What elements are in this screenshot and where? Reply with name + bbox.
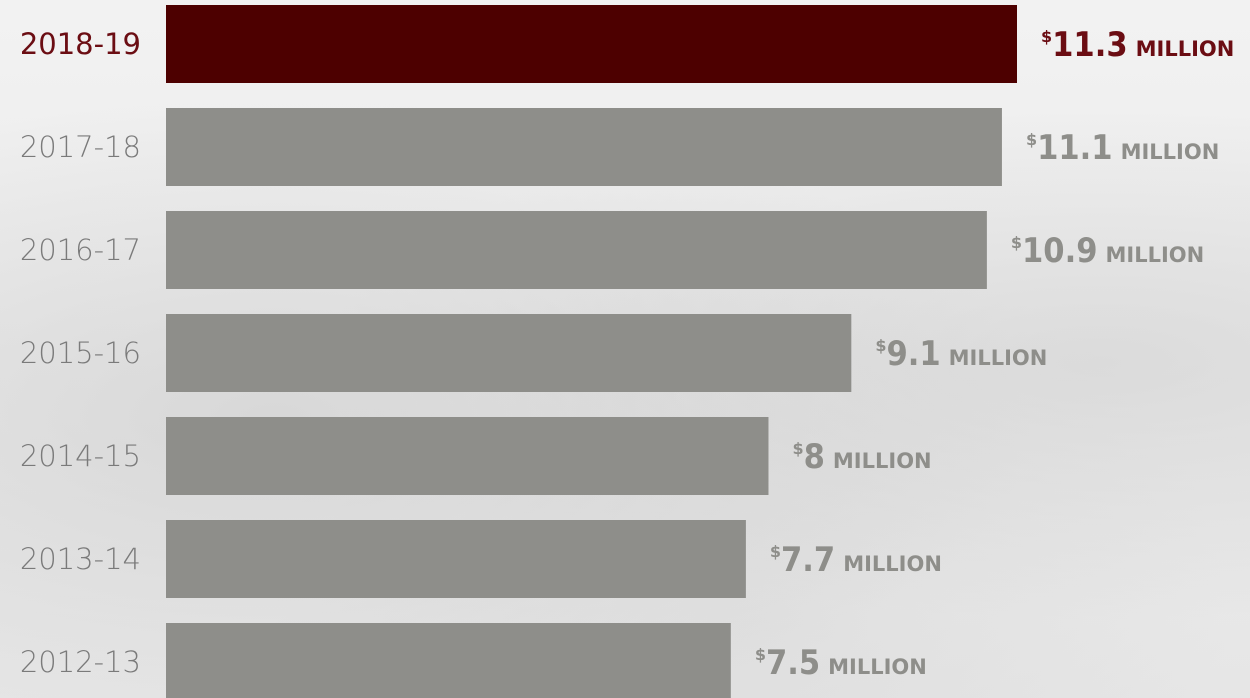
currency-symbol: $	[792, 439, 803, 458]
value-label: $7.7 MILLION	[770, 540, 942, 580]
bar-row: 2014-15 $8 MILLION	[20, 417, 932, 495]
bar	[166, 520, 746, 598]
value-unit: MILLION	[1121, 140, 1220, 164]
value-number: 7.7	[781, 540, 835, 580]
value-label: $9.1 MILLION	[875, 334, 1047, 374]
bar-row: 2016-17 $10.9 MILLION	[20, 211, 1204, 289]
bar	[166, 623, 731, 698]
bar-row: 2017-18 $11.1 MILLION	[20, 108, 1219, 186]
value-unit: MILLION	[833, 449, 932, 473]
year-label: 2016-17	[20, 233, 141, 267]
year-label: 2012-13	[20, 645, 141, 679]
bar	[166, 314, 852, 392]
value-number: 9.1	[886, 334, 940, 374]
bar	[166, 417, 769, 495]
value-unit: MILLION	[1136, 37, 1235, 61]
bar	[166, 5, 1017, 83]
year-label: 2018-19	[20, 27, 141, 61]
value-label: $11.3 MILLION	[1041, 25, 1234, 65]
bar	[166, 108, 1002, 186]
year-label: 2014-15	[20, 439, 141, 473]
value-label: $11.1 MILLION	[1026, 128, 1219, 168]
value-number: 11.3	[1052, 25, 1127, 65]
year-label: 2013-14	[20, 542, 141, 576]
value-label: $8 MILLION	[792, 437, 931, 477]
value-unit: MILLION	[843, 552, 942, 576]
value-label: $7.5 MILLION	[755, 643, 927, 683]
value-label: $10.9 MILLION	[1011, 231, 1204, 271]
currency-symbol: $	[875, 336, 886, 355]
value-number: 11.1	[1037, 128, 1112, 168]
bar-row: 2012-13 $7.5 MILLION	[20, 623, 927, 698]
value-number: 7.5	[766, 643, 820, 683]
year-label: 2017-18	[20, 130, 141, 164]
value-number: 10.9	[1022, 231, 1097, 271]
value-unit: MILLION	[1106, 243, 1205, 267]
value-unit: MILLION	[949, 346, 1048, 370]
value-unit: MILLION	[828, 655, 927, 679]
currency-symbol: $	[1026, 130, 1037, 149]
currency-symbol: $	[770, 542, 781, 561]
currency-symbol: $	[1041, 27, 1052, 46]
bar-row: 2018-19 $11.3 MILLION	[20, 5, 1234, 83]
bar-row: 2013-14 $7.7 MILLION	[20, 520, 942, 598]
bar	[166, 211, 987, 289]
value-number: 8	[804, 437, 825, 477]
year-label: 2015-16	[20, 336, 141, 370]
currency-symbol: $	[1011, 233, 1022, 252]
currency-symbol: $	[755, 645, 766, 664]
bar-row: 2015-16 $9.1 MILLION	[20, 314, 1047, 392]
